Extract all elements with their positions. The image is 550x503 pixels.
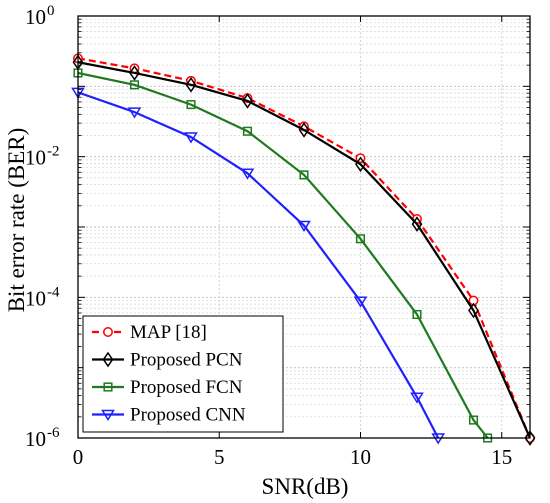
data-point-diamond — [129, 65, 140, 81]
data-point-diamond — [524, 430, 536, 446]
y-tick-label: 10 — [25, 286, 46, 310]
data-point-diamond — [411, 216, 423, 232]
data-point-triangle — [240, 168, 255, 180]
data-point-square — [103, 382, 113, 392]
data-point-square — [242, 126, 253, 136]
series-line — [78, 91, 440, 439]
x-axis-label: SNR(dB) — [262, 474, 349, 499]
legend: MAP [18] Proposed PCN Proposed FCN Proposed… — [82, 315, 284, 433]
series-line — [78, 61, 530, 439]
data-point-diamond — [468, 302, 479, 319]
y-tick-base: 10 — [25, 146, 46, 170]
data-point-diamond — [355, 156, 366, 173]
legend-label: Proposed FCN — [130, 377, 243, 398]
y-tick-exponent: -2 — [47, 144, 60, 160]
legend-entry: Proposed FCN — [92, 377, 243, 398]
legend-entry: MAP [18] — [92, 322, 207, 343]
data-point-triangle — [184, 132, 198, 144]
data-point-diamond — [185, 77, 197, 93]
axis-ticks — [77, 15, 530, 439]
y-tick-exponent: -4 — [47, 284, 60, 300]
x-tick-label: 5 — [214, 445, 225, 469]
x-tick-label: 10 — [350, 445, 371, 469]
data-point-diamond — [298, 122, 310, 138]
legend-entry: Proposed CNN — [92, 405, 246, 426]
y-tick-base: 10 — [25, 286, 46, 310]
y-tick-base: 10 — [25, 427, 46, 451]
data-point-square — [129, 80, 140, 90]
data-point-triangle — [410, 392, 424, 404]
data-point-square — [355, 234, 366, 244]
data-point-triangle — [127, 107, 142, 119]
data-point-triangle — [353, 296, 368, 308]
data-point-diamond — [242, 93, 253, 109]
series-3 — [73, 68, 493, 443]
data-point-square — [412, 309, 422, 320]
y-tick-base: 10 — [25, 5, 46, 29]
legend-entry: Proposed PCN — [92, 350, 243, 371]
data-point-triangle — [297, 220, 311, 232]
data-point-circle — [103, 327, 113, 337]
y-tick-label: 10 — [25, 427, 46, 451]
legend-label: Proposed CNN — [130, 405, 246, 426]
series-2 — [72, 54, 536, 446]
data-point-square — [468, 415, 479, 425]
y-tick-label: 10 — [25, 146, 46, 170]
legend-label: MAP [18] — [130, 322, 207, 343]
minor-grid — [78, 18, 530, 418]
data-point-diamond — [102, 351, 114, 368]
y-tick-exponent: -6 — [47, 425, 60, 441]
data-point-square — [186, 100, 196, 110]
y-axis-label: Bit error rate (BER) — [4, 128, 29, 313]
legend-label: Proposed PCN — [130, 350, 243, 371]
x-tick-label: 15 — [491, 445, 512, 469]
y-tick-exponent: 0 — [47, 3, 55, 19]
data-point-square — [299, 170, 309, 180]
series-line — [78, 71, 489, 439]
data-point-triangle — [101, 409, 115, 421]
y-tick-label: 10 — [25, 5, 46, 29]
legend-box — [82, 315, 284, 433]
x-tick-label: 0 — [73, 445, 84, 469]
